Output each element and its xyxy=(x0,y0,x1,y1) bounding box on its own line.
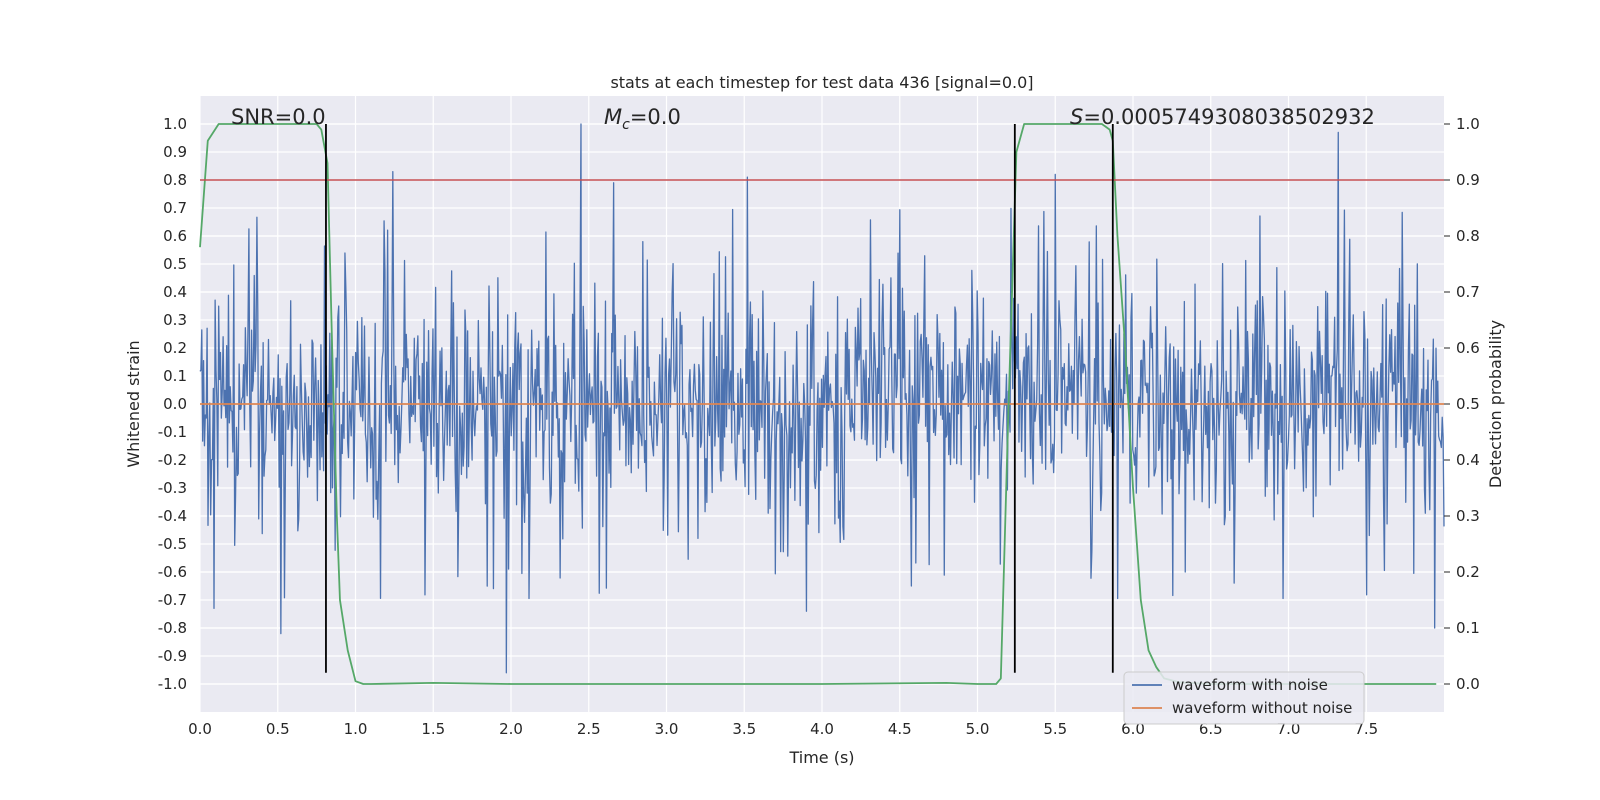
y-tick-label: -0.1 xyxy=(158,423,187,441)
mc-value: =0.0 xyxy=(630,105,681,129)
x-tick-label: 3.5 xyxy=(732,720,756,738)
y-tick-label: 1.0 xyxy=(163,115,187,133)
s-symbol: S xyxy=(1070,105,1083,129)
y-tick-label: 0.3 xyxy=(163,311,187,329)
chart-title: stats at each timestep for test data 436… xyxy=(610,73,1033,92)
y2-tick-label: 0.8 xyxy=(1456,227,1480,245)
y2-tick-label: 0.4 xyxy=(1456,451,1480,469)
x-tick-label: 2.0 xyxy=(499,720,523,738)
y-tick-label: -0.7 xyxy=(158,591,187,609)
y-tick-label: 0.7 xyxy=(163,199,187,217)
y2-tick-label: 0.3 xyxy=(1456,507,1480,525)
y-tick-label: -0.5 xyxy=(158,535,187,553)
y2-tick-label: 1.0 xyxy=(1456,115,1480,133)
x-tick-label: 2.5 xyxy=(577,720,601,738)
x-tick-label: 4.5 xyxy=(888,720,912,738)
s-annotation: S=0.0005749308038502932 xyxy=(1070,105,1375,129)
x-tick-label: 3.0 xyxy=(655,720,679,738)
y-tick-label: -0.9 xyxy=(158,647,187,665)
legend-label-clean: waveform without noise xyxy=(1172,699,1352,717)
legend-box xyxy=(1123,671,1365,725)
snr-annotation: SNR=0.0 xyxy=(231,105,326,129)
y-tick-label: -0.6 xyxy=(158,563,187,581)
x-tick-label: 1.5 xyxy=(421,720,445,738)
overlay-layer xyxy=(200,124,1444,673)
legend-label-noise: waveform with noise xyxy=(1172,676,1328,694)
x-axis-label: Time (s) xyxy=(788,748,854,767)
y-tick-label: 0.4 xyxy=(163,283,187,301)
y2-axis-label: Detection probability xyxy=(1486,320,1505,488)
x-tick-label: 4.0 xyxy=(810,720,834,738)
y-tick-label: 0.2 xyxy=(163,339,187,357)
x-tick-label: 5.0 xyxy=(966,720,990,738)
s-value: =0.0005749308038502932 xyxy=(1083,105,1375,129)
y-tick-label: 0.1 xyxy=(163,367,187,385)
y2-tick-label: 0.5 xyxy=(1456,395,1480,413)
legend: waveform with noise waveform without noi… xyxy=(1123,671,1365,725)
mc-symbol: M xyxy=(604,105,622,129)
y2-tick-label: 0.7 xyxy=(1456,283,1480,301)
series-line-detection-probability xyxy=(199,123,1437,685)
y2-tick-label: 0.2 xyxy=(1456,563,1480,581)
y-tick-label: -1.0 xyxy=(158,675,187,693)
series-line-waveform-with-noise xyxy=(199,123,1445,674)
y2-tick-label: 0.9 xyxy=(1456,171,1480,189)
series-layer xyxy=(199,123,1445,685)
x-tick-label: 0.0 xyxy=(188,720,212,738)
y2-tick-label: 0.0 xyxy=(1456,675,1480,693)
y-tick-label: -0.4 xyxy=(158,507,187,525)
y-tick-label: 0.6 xyxy=(163,227,187,245)
y-tick-label: 0.8 xyxy=(163,171,187,189)
y-tick-label: -0.2 xyxy=(158,451,187,469)
mc-annotation: Mc=0.0 xyxy=(604,105,681,133)
x-tick-label: 1.0 xyxy=(344,720,368,738)
y2-tick-label: 0.6 xyxy=(1456,339,1480,357)
y-tick-label: 0.5 xyxy=(163,255,187,273)
y-tick-label: -0.3 xyxy=(158,479,187,497)
y-tick-label: -0.8 xyxy=(158,619,187,637)
mc-subscript: c xyxy=(622,117,630,133)
x-tick-label: 7.5 xyxy=(1354,720,1378,738)
y2-tick-label: 0.1 xyxy=(1456,619,1480,637)
x-tick-label: 5.5 xyxy=(1043,720,1067,738)
ticks-layer: 0.0 0.5 1.0 1.5 2.0 2.5 3.0 3.5 4.0 4.5 5.0 5.5 6.0 6… xyxy=(158,115,1480,738)
y-tick-label: 0.9 xyxy=(163,143,187,161)
y-axis-label: Whitened strain xyxy=(124,340,143,467)
x-tick-label: 0.5 xyxy=(266,720,290,738)
y-tick-label: 0.0 xyxy=(163,395,187,413)
